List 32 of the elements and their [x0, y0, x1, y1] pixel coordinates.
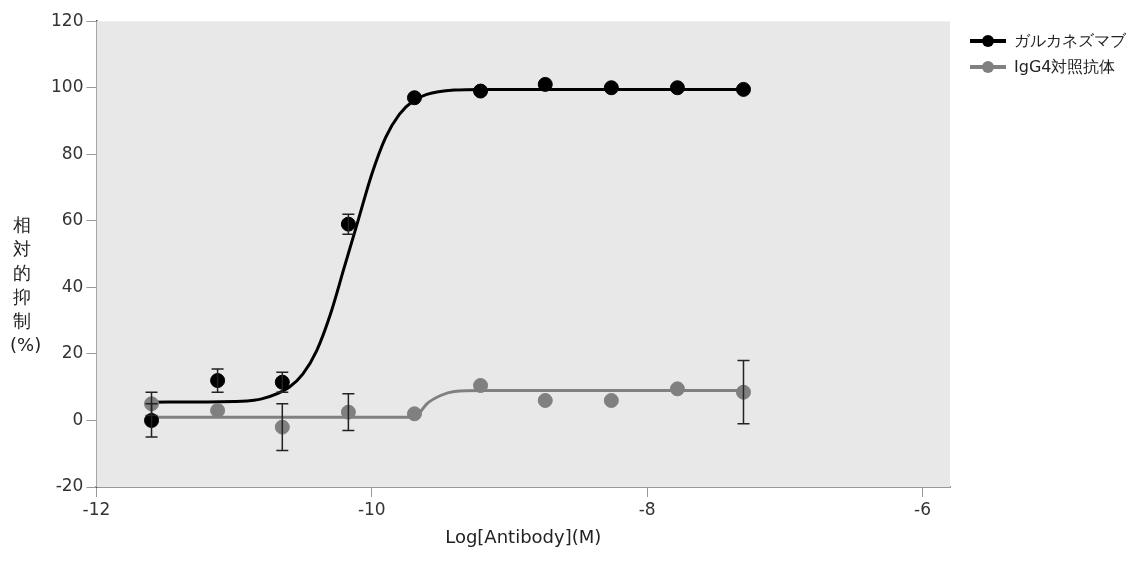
point [736, 384, 751, 400]
point [210, 402, 226, 418]
x-tick-label: -10 [357, 498, 386, 519]
point [340, 404, 356, 420]
point [210, 373, 226, 389]
point [736, 81, 751, 97]
point [406, 90, 422, 106]
y-tick-label: 80 [61, 142, 84, 163]
y-tick-label: 20 [61, 342, 84, 363]
y-tick-label: -20 [55, 475, 84, 496]
y-tick-label: 0 [72, 408, 84, 429]
point [473, 83, 489, 99]
legend-label: IgG4対照抗体 [1014, 56, 1116, 78]
x-tick-label: -8 [638, 498, 656, 519]
y-axis-title: 相対的抑制(%) [10, 213, 42, 357]
x-axis-title: Log[Antibody](M) [445, 525, 602, 547]
point [669, 381, 685, 397]
point [406, 406, 422, 422]
point [603, 80, 619, 96]
y-tick-label: 60 [61, 209, 84, 230]
point [537, 392, 553, 408]
point [473, 378, 489, 394]
y-tick-label: 40 [61, 275, 84, 296]
y-tick-label: 120 [50, 9, 84, 30]
x-tick-label: -6 [913, 498, 931, 519]
legend-label: ガルカネズマブ [1014, 30, 1126, 52]
point [603, 392, 619, 408]
point [537, 76, 553, 92]
point [274, 419, 290, 435]
x-tick-label: -12 [82, 498, 111, 519]
y-tick-label: 100 [50, 76, 84, 97]
point [669, 80, 685, 96]
